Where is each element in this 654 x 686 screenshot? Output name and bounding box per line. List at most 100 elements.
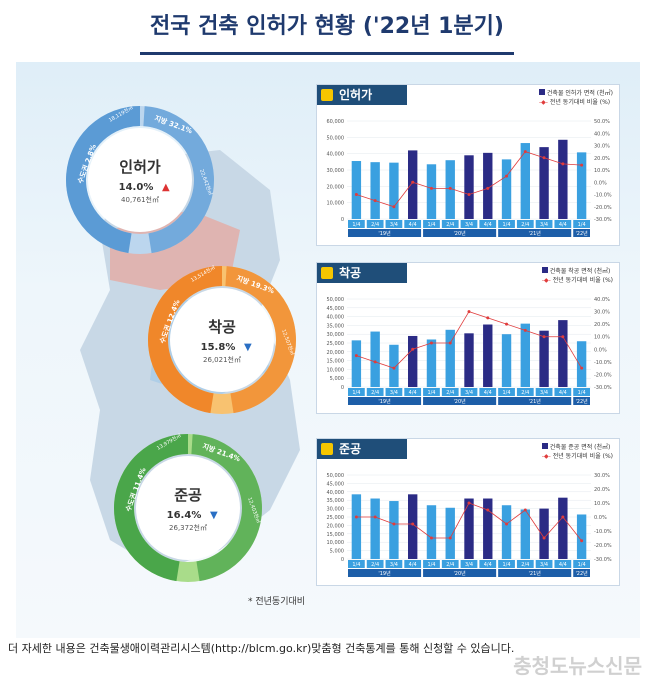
- x-tick-bg: [441, 560, 459, 568]
- year-bg: [573, 397, 590, 405]
- ratio-point: [411, 180, 415, 184]
- y2-tick: -30.0%: [594, 217, 612, 223]
- x-tick-bg: [573, 220, 590, 228]
- x-tick: 1/4: [427, 222, 435, 228]
- year-bg: [573, 229, 590, 237]
- y2-tick: 10.0%: [594, 168, 610, 174]
- footer-text: 더 자세한 내용은 건축물생애이력관리시스템(http://blcm.go.kr…: [8, 642, 515, 655]
- x-tick-bg: [479, 220, 497, 228]
- x-tick-bg: [498, 388, 515, 396]
- x-tick: 1/4: [427, 562, 435, 568]
- x-tick-bg: [404, 220, 422, 228]
- x-tick-bg: [516, 388, 534, 396]
- x-tick-bg: [366, 388, 384, 396]
- y2-tick: -20.0%: [594, 543, 612, 549]
- pin-icon: [321, 267, 333, 279]
- x-tick: 4/4: [484, 562, 492, 568]
- x-tick: 1/4: [578, 390, 586, 396]
- x-tick: 4/4: [409, 390, 417, 396]
- year-bg: [348, 229, 422, 237]
- y-tick: 40,000: [327, 315, 345, 321]
- year-label: '20년: [453, 570, 466, 577]
- ratio-point: [580, 366, 584, 370]
- year-label: '22년: [575, 398, 588, 405]
- x-tick-bg: [535, 220, 553, 228]
- x-tick: 1/4: [503, 562, 511, 568]
- year-bg: [423, 569, 497, 577]
- bar: [426, 339, 437, 387]
- watermark: 충청도뉴스신문: [513, 654, 642, 678]
- x-tick-bg: [516, 560, 534, 568]
- y-tick: 50,000: [327, 135, 345, 141]
- y-tick: 25,000: [327, 515, 345, 521]
- x-tick: 3/4: [540, 562, 548, 568]
- year-bg: [423, 397, 497, 405]
- year-bg: [498, 397, 572, 405]
- x-tick-bg: [498, 560, 515, 568]
- year-bg: [348, 397, 422, 405]
- x-tick-bg: [535, 560, 553, 568]
- x-tick-bg: [460, 388, 478, 396]
- year-label: '22년: [575, 570, 588, 577]
- bar: [464, 333, 474, 387]
- x-tick: 2/4: [371, 390, 379, 396]
- y2-tick: -10.0%: [594, 529, 612, 535]
- y-tick: 0: [341, 217, 344, 223]
- bar: [558, 497, 568, 559]
- ratio-point: [505, 522, 509, 526]
- x-tick: 1/4: [578, 562, 586, 568]
- ratio-point: [505, 174, 509, 178]
- x-tick: 1/4: [503, 390, 511, 396]
- bar: [370, 162, 380, 219]
- y-tick: 30,000: [327, 507, 345, 513]
- ratio-point: [505, 322, 509, 326]
- y2-tick: -10.0%: [594, 360, 612, 366]
- ratio-point: [467, 310, 471, 314]
- x-tick: 4/4: [409, 562, 417, 568]
- ratio-point: [411, 522, 415, 526]
- ratio-point: [580, 539, 584, 543]
- x-tick-bg: [573, 388, 590, 396]
- ratio-point: [448, 536, 452, 540]
- x-tick: 1/4: [427, 390, 435, 396]
- x-tick-bg: [479, 560, 497, 568]
- x-tick-bg: [573, 560, 590, 568]
- ratio-point: [523, 508, 527, 512]
- year-bg: [498, 229, 572, 237]
- ratio-point: [429, 536, 433, 540]
- y-tick: 10,000: [327, 367, 345, 373]
- ratio-point: [561, 335, 565, 339]
- panel-permit: 인허가 건축물 인허가 면적 (천㎡) -◆- 전년 동기대비 비율 (%) 0…: [316, 84, 620, 246]
- chart-finish: 0 5,000 10,000 15,000 20,000 25,000 30,000 35,0…: [327, 473, 612, 577]
- y2-tick: 20.0%: [594, 322, 610, 328]
- page-title: 전국 건축 인허가 현황 ('22년 1분기): [150, 14, 504, 39]
- x-tick: 3/4: [465, 222, 473, 228]
- y2-tick: 0.0%: [594, 180, 607, 186]
- bar: [389, 162, 399, 219]
- ratio-point: [373, 360, 377, 364]
- y-tick: 25,000: [327, 341, 345, 347]
- ratio-point: [354, 354, 358, 358]
- ratio-point: [523, 150, 527, 154]
- y-tick: 0: [341, 385, 344, 391]
- y2-tick: -30.0%: [594, 557, 612, 563]
- panel-start: 착공 건축물 착공 면적 (천㎡) -◆- 전년 동기대비 비율 (%) 0 5,…: [316, 262, 620, 414]
- pin-icon: [321, 443, 333, 455]
- panel-start-legend: 건축물 착공 면적 (천㎡) -◆- 전년 동기대비 비율 (%): [541, 267, 613, 284]
- y2-tick: -10.0%: [594, 193, 612, 199]
- ratio-point: [486, 186, 490, 190]
- year-label: '21년: [529, 230, 542, 237]
- x-tick: 3/4: [390, 222, 398, 228]
- panel-start-title: 착공: [317, 263, 407, 283]
- y2-tick: 40.0%: [594, 297, 610, 303]
- bar: [464, 155, 474, 219]
- x-tick: 3/4: [390, 562, 398, 568]
- bar: [539, 147, 549, 219]
- year-label: '22년: [575, 230, 588, 237]
- y2-tick: 30.0%: [594, 144, 610, 150]
- x-tick: 2/4: [521, 390, 529, 396]
- ratio-point: [523, 328, 527, 332]
- bar: [370, 498, 380, 559]
- ratio-point: [354, 193, 358, 196]
- x-tick-bg: [554, 388, 572, 396]
